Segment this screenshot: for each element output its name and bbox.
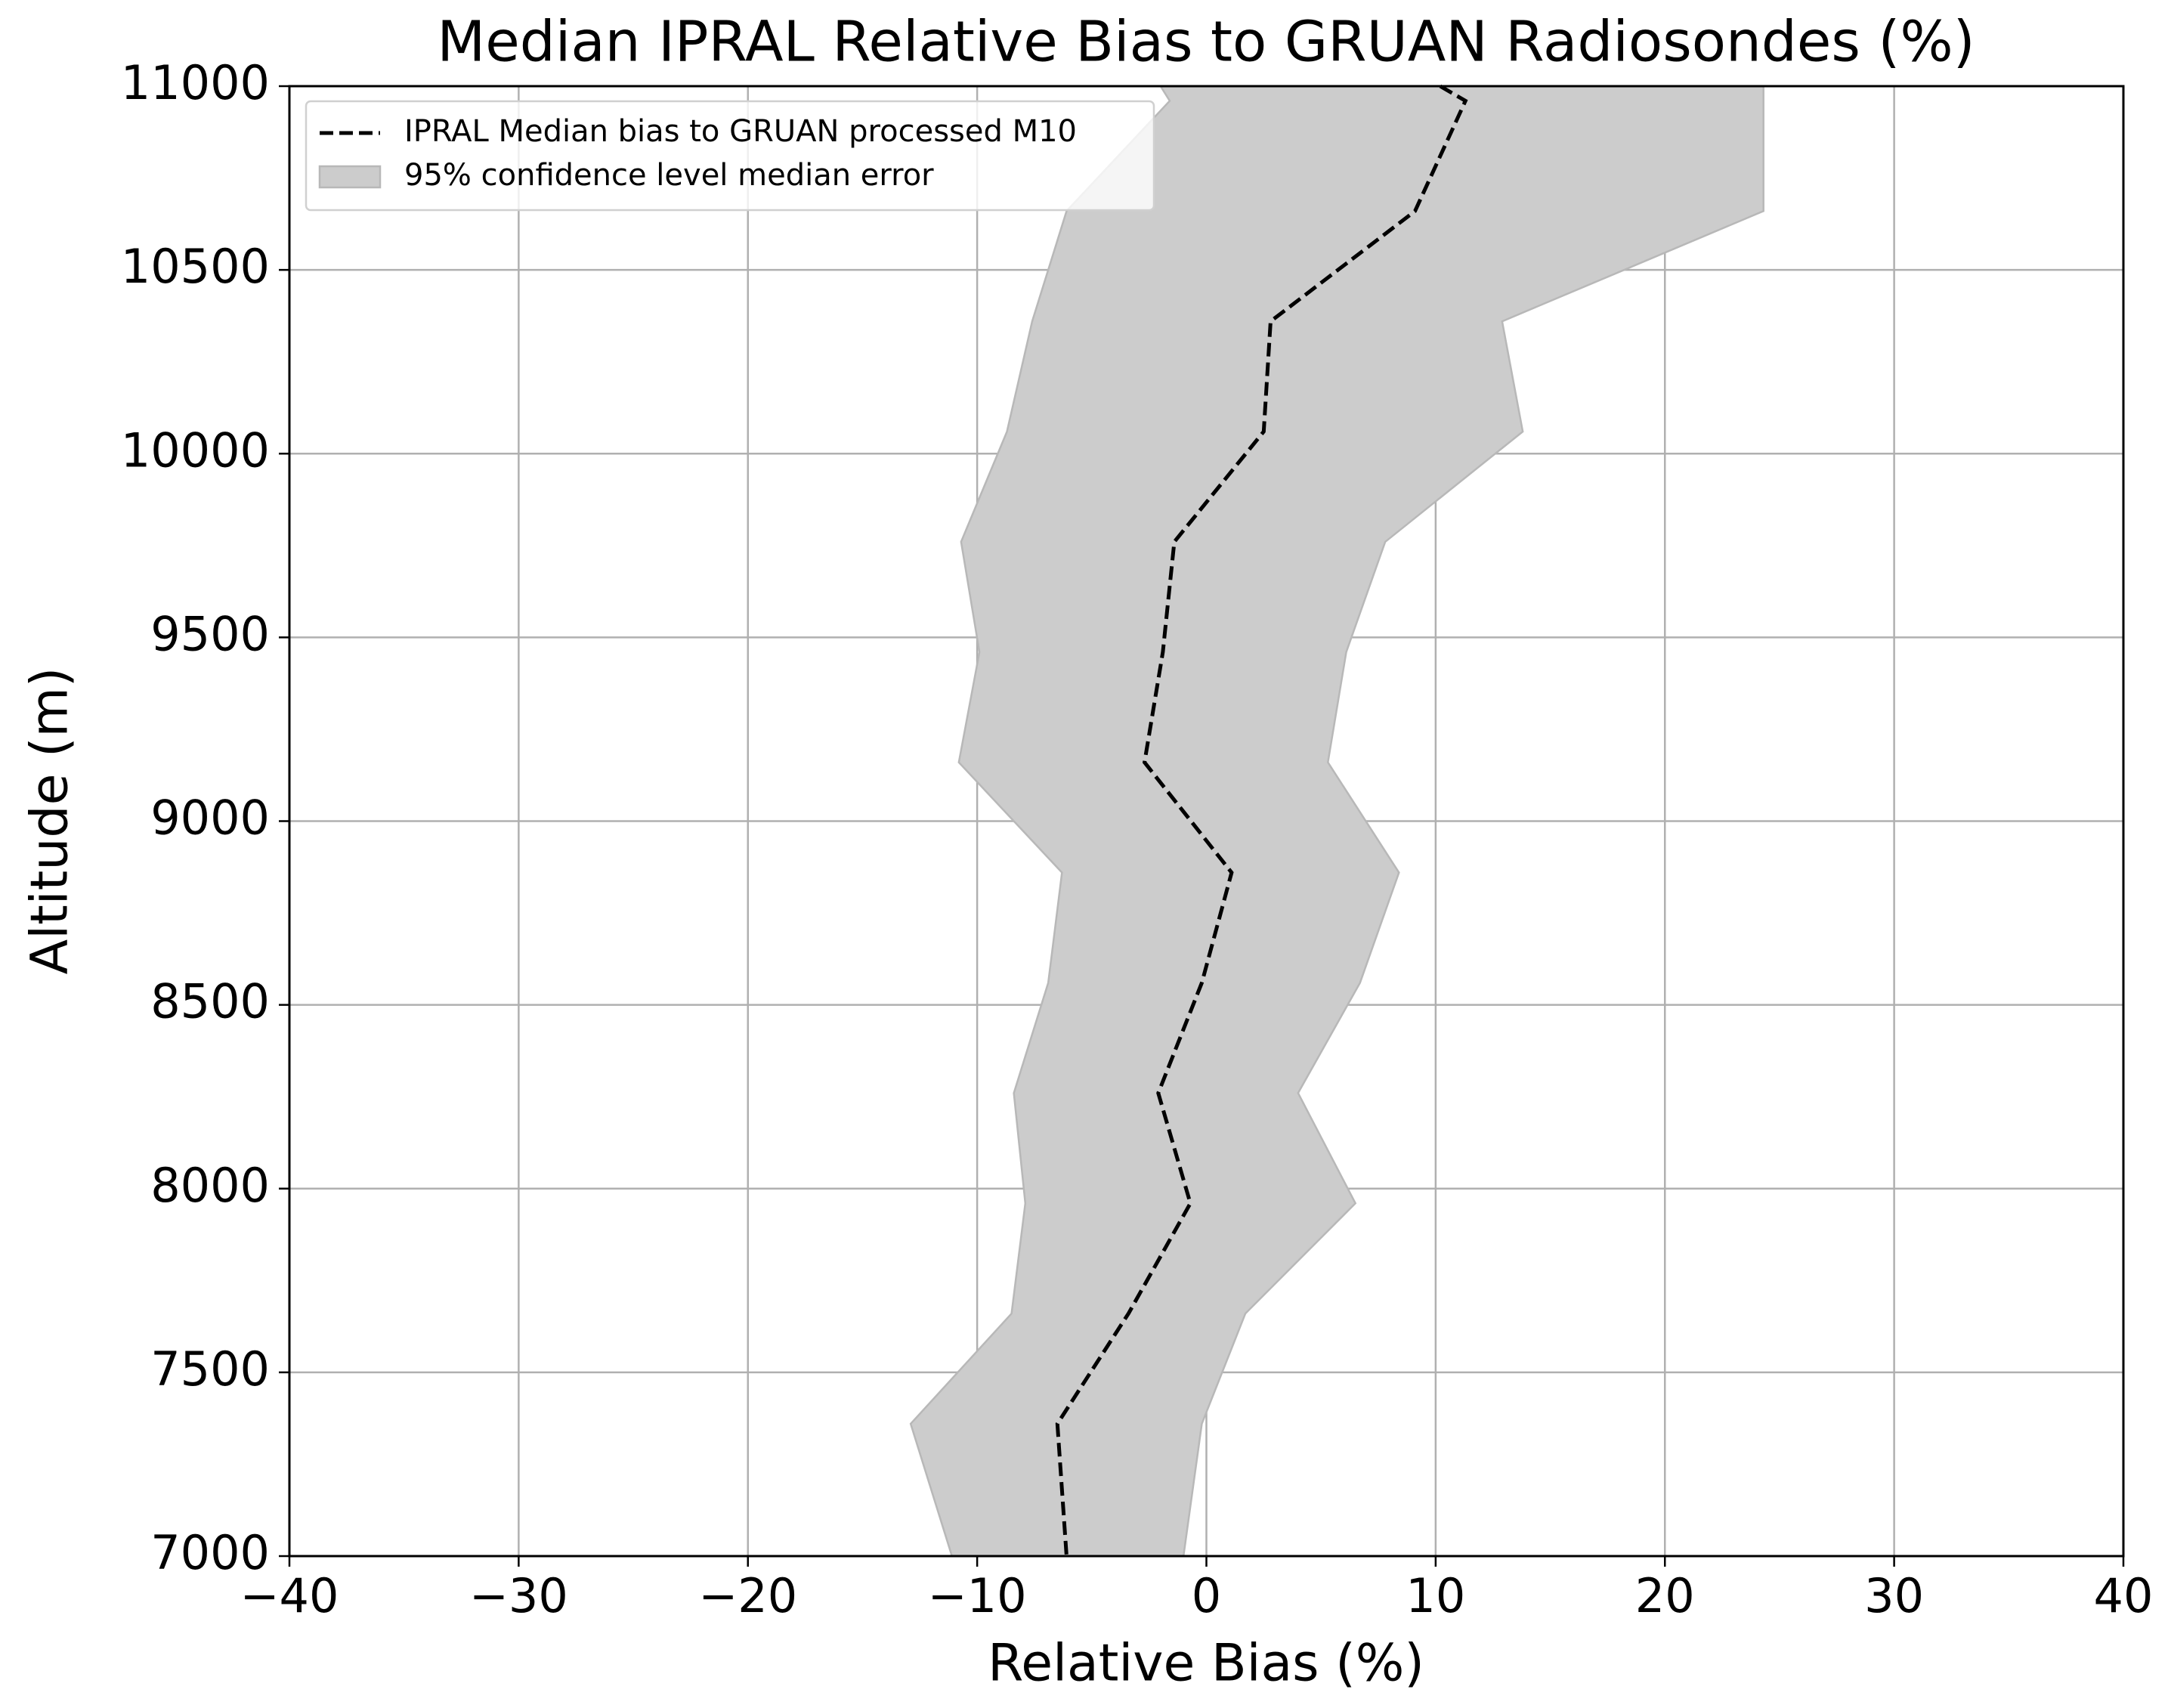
legend-label: 95% confidence level median error [404, 158, 934, 193]
x-tick-label: −10 [928, 1568, 1027, 1623]
x-tick-label: −30 [469, 1568, 568, 1623]
plot-frame [288, 85, 2125, 1558]
x-tick-label: −20 [698, 1568, 797, 1623]
y-tick-label: 8500 [150, 974, 270, 1029]
x-tick-label: 20 [1635, 1568, 1695, 1623]
y-axis-label: Altitude (m) [20, 667, 80, 975]
legend-label: IPRAL Median bias to GRUAN processed M10 [404, 114, 1077, 149]
y-tick-label: 10000 [121, 422, 270, 478]
median-line [1055, 84, 1468, 1557]
x-tick-label: 10 [1406, 1568, 1465, 1623]
y-tick-label: 10500 [121, 239, 270, 294]
x-tick-label: 0 [1192, 1568, 1221, 1623]
y-tick-label: 8000 [150, 1158, 270, 1213]
chart-title: Median IPRAL Relative Bias to GRUAN Radi… [437, 10, 1975, 75]
x-axis-label: Relative Bias (%) [988, 1634, 1424, 1694]
y-tick-label: 9000 [150, 791, 270, 846]
y-tick-label: 7500 [150, 1341, 270, 1397]
x-tick-label: 40 [2094, 1568, 2154, 1623]
y-tick-label: 9500 [150, 606, 270, 661]
legend-box [305, 100, 1155, 212]
y-tick-label: 11000 [121, 55, 270, 110]
legend-band-swatch [318, 165, 382, 189]
y-tick-label: 7000 [150, 1525, 270, 1580]
x-tick-label: 30 [1864, 1568, 1924, 1623]
x-tick-label: −40 [240, 1568, 339, 1623]
